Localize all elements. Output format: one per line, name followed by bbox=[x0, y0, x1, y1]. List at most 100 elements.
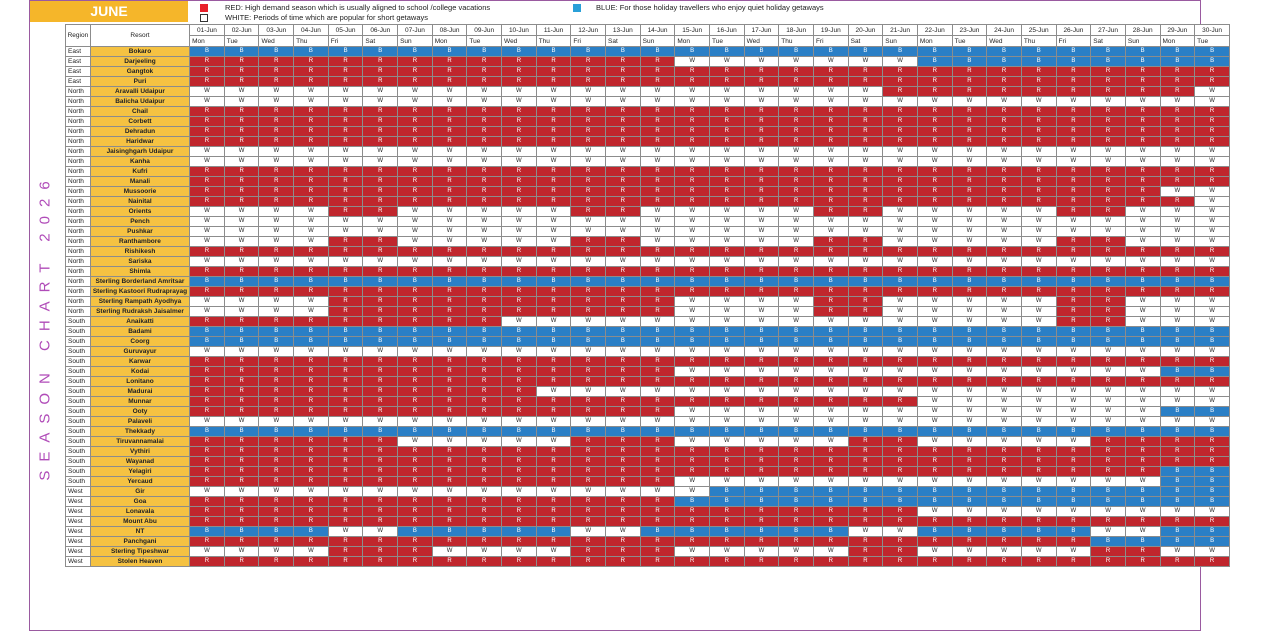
season-cell: R bbox=[882, 176, 918, 187]
table-row: North Mussoorie R R R R R R R R R R R R R R R R R R R R R R R R R R… bbox=[65, 186, 1230, 197]
season-cell: W bbox=[501, 436, 537, 447]
season-cell: R bbox=[847, 306, 884, 317]
season-cell: R bbox=[743, 196, 780, 207]
season-cell: R bbox=[189, 196, 225, 207]
season-cell: W bbox=[743, 346, 780, 357]
season-cell: R bbox=[501, 106, 537, 117]
season-cell: W bbox=[293, 206, 329, 217]
season-cell: W bbox=[1055, 96, 1092, 107]
season-cell: R bbox=[293, 176, 329, 187]
season-cell: R bbox=[570, 176, 607, 187]
season-cell: R bbox=[362, 246, 399, 257]
season-cell: R bbox=[639, 376, 676, 387]
season-cell: R bbox=[223, 456, 260, 467]
season-cell: R bbox=[223, 356, 260, 367]
season-cell: W bbox=[882, 216, 918, 227]
season-cell: R bbox=[362, 76, 399, 87]
season-cell: W bbox=[327, 216, 364, 227]
season-cell: W bbox=[986, 146, 1022, 157]
season-cell: W bbox=[1194, 216, 1230, 227]
season-cell: W bbox=[1020, 386, 1057, 397]
region-cell: East bbox=[65, 66, 91, 77]
header-date: 14-Jun bbox=[639, 24, 676, 36]
season-cell: W bbox=[951, 416, 988, 427]
season-cell: R bbox=[1020, 446, 1057, 457]
season-cell: W bbox=[1090, 146, 1126, 157]
season-cell: R bbox=[570, 496, 607, 507]
season-cell: R bbox=[397, 386, 433, 397]
season-cell: W bbox=[1020, 506, 1057, 517]
season-cell: R bbox=[1124, 516, 1161, 527]
season-cell: R bbox=[847, 356, 884, 367]
season-cell: R bbox=[605, 436, 641, 447]
season-cell: R bbox=[431, 76, 468, 87]
season-cell: R bbox=[293, 536, 329, 547]
season-cell: R bbox=[639, 56, 676, 67]
season-cell: B bbox=[1124, 536, 1161, 547]
season-cell: W bbox=[778, 436, 814, 447]
season-cell: R bbox=[397, 516, 433, 527]
season-cell: R bbox=[258, 76, 295, 87]
region-cell: West bbox=[65, 526, 91, 537]
season-cell: B bbox=[258, 426, 295, 437]
season-cell: W bbox=[431, 416, 468, 427]
season-cell: R bbox=[1055, 186, 1092, 197]
season-cell: R bbox=[639, 106, 676, 117]
season-cell: B bbox=[778, 46, 814, 57]
season-cell: W bbox=[1194, 86, 1230, 97]
season-cell: W bbox=[1055, 366, 1092, 377]
season-cell: B bbox=[708, 276, 745, 287]
season-cell: B bbox=[986, 426, 1022, 437]
season-cell: W bbox=[1159, 96, 1196, 107]
season-cell: R bbox=[293, 476, 329, 487]
season-cell: B bbox=[1194, 486, 1230, 497]
season-cell: W bbox=[466, 96, 503, 107]
season-cell: R bbox=[570, 536, 607, 547]
season-cell: W bbox=[1159, 156, 1196, 167]
season-cell: W bbox=[882, 416, 918, 427]
season-cell: W bbox=[986, 256, 1022, 267]
season-cell: W bbox=[501, 146, 537, 157]
season-cell: W bbox=[951, 206, 988, 217]
season-cell: W bbox=[847, 56, 884, 67]
season-cell: W bbox=[708, 236, 745, 247]
resort-cell: Gir bbox=[89, 486, 191, 497]
season-cell: W bbox=[397, 346, 433, 357]
season-cell: B bbox=[812, 426, 849, 437]
season-cell: R bbox=[916, 516, 953, 527]
season-cell: B bbox=[1055, 526, 1092, 537]
season-cell: R bbox=[1055, 136, 1092, 147]
season-cell: W bbox=[223, 86, 260, 97]
region-cell: South bbox=[65, 446, 91, 457]
season-cell: B bbox=[466, 336, 503, 347]
season-cell: R bbox=[1090, 126, 1126, 137]
season-cell: B bbox=[1055, 426, 1092, 437]
season-cell: R bbox=[397, 406, 433, 417]
season-cell: W bbox=[778, 416, 814, 427]
season-cell: R bbox=[1124, 286, 1161, 297]
season-cell: R bbox=[535, 466, 572, 477]
season-cell: R bbox=[431, 366, 468, 377]
season-cell: W bbox=[847, 526, 884, 537]
season-cell: R bbox=[1124, 556, 1161, 567]
resort-cell: Ooty bbox=[89, 406, 191, 417]
season-cell: R bbox=[570, 296, 607, 307]
season-cell: B bbox=[1159, 56, 1196, 67]
season-cell: R bbox=[327, 386, 364, 397]
season-cell: R bbox=[223, 556, 260, 567]
season-cell: R bbox=[1090, 466, 1126, 477]
season-cell: B bbox=[778, 326, 814, 337]
season-cell: B bbox=[639, 426, 676, 437]
season-cell: B bbox=[1090, 496, 1126, 507]
season-cell: R bbox=[501, 466, 537, 477]
season-cell: R bbox=[674, 76, 710, 87]
legend-white-swatch bbox=[200, 14, 208, 22]
table-row: North Shimla R R R R R R R R R R R R R R R R R R R R R R R R R R R R R… bbox=[65, 266, 1230, 277]
season-cell: R bbox=[882, 116, 918, 127]
region-cell: South bbox=[65, 476, 91, 487]
season-cell: B bbox=[743, 486, 780, 497]
season-cell: W bbox=[1124, 366, 1161, 377]
season-cell: R bbox=[362, 556, 399, 567]
resort-cell: Corbett bbox=[89, 116, 191, 127]
resort-cell: Panchgani bbox=[89, 536, 191, 547]
